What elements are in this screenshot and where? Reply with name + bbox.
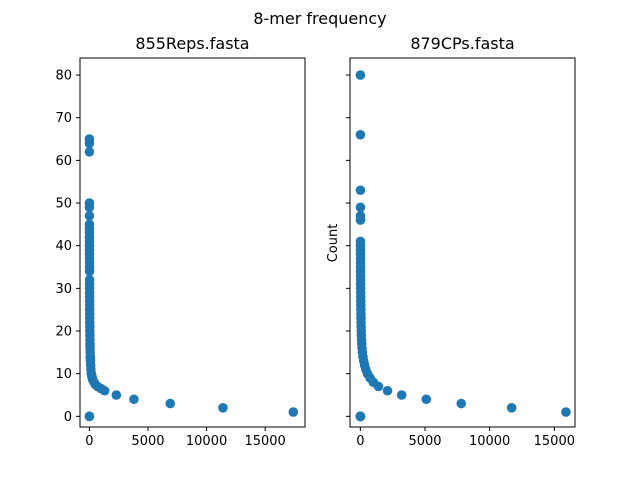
x-tick-label: 5000 [131,434,164,449]
data-point [84,275,95,285]
data-point [506,403,517,413]
panel-title: 855Reps.fasta [135,34,249,53]
data-point [84,219,95,230]
x-tick-label: 10000 [469,434,510,449]
panel-855reps: 855Reps.fasta 0 5000 10000 15000 0 10 20 30 40 50… [55,34,306,449]
y-tick-label: 70 [55,111,72,126]
data-point [355,202,366,213]
y-axis-label: Count [326,224,341,263]
data-point [355,411,366,422]
data-point [111,390,122,400]
x-tick-label: 15000 [244,434,285,449]
x-tick-label: 5000 [408,434,441,449]
data-point [129,394,139,405]
data-point [165,398,176,409]
y-tick-label: 60 [55,154,72,169]
figure-suptitle: 8-mer frequency [253,9,386,28]
data-point [355,236,366,247]
data-point [84,134,95,144]
data-point [84,411,95,422]
x-tick-label: 15000 [534,434,575,449]
plot-frame [349,57,576,428]
data-point [355,70,366,80]
y-tick-label: 10 [55,367,72,382]
data-point [218,403,228,413]
panel-879cps: 879CPs.fasta Count 0 5000 10000 15000 [326,34,576,449]
data-point [84,211,95,221]
data-point [288,407,299,417]
y-tick-label: 20 [55,325,72,340]
x-tick-label: 0 [356,434,364,449]
data-point [421,394,432,405]
panel-title: 879CPs.fasta [410,34,514,53]
data-point [456,398,467,409]
plot-frame [79,57,306,428]
data-point [355,211,366,221]
data-point [84,198,95,208]
data-point [84,147,95,157]
data-point [382,385,393,396]
data-points [84,134,299,422]
x-tick-label: 0 [85,434,93,449]
y-tick-label: 80 [55,69,72,84]
data-point [396,390,407,400]
x-tick-label: 10000 [186,434,227,449]
y-tick-label: 30 [55,282,72,297]
data-point [355,185,366,196]
y-tick-label: 0 [64,410,72,425]
y-tick-label: 40 [55,239,72,254]
data-points [355,70,571,422]
data-point [561,407,571,417]
data-point [355,129,366,140]
y-tick-label: 50 [55,197,72,212]
